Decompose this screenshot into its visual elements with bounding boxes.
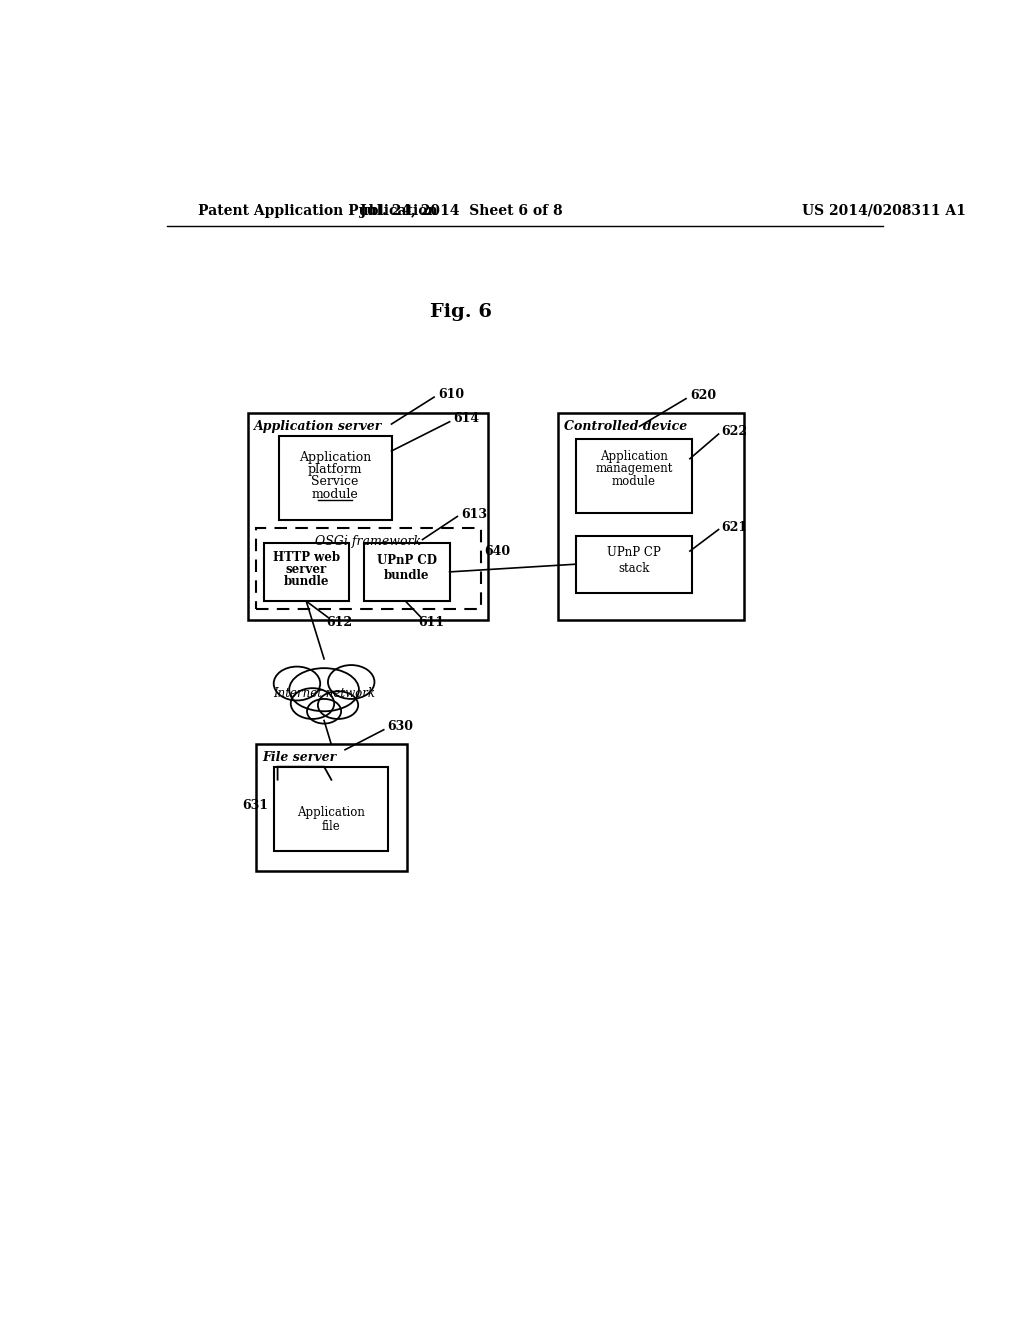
Bar [575,536,692,594]
Text: Application: Application [299,450,371,463]
Text: management: management [595,462,673,475]
Text: 612: 612 [327,616,352,630]
Text: 630: 630 [387,721,413,733]
Text: file: file [322,820,340,833]
Text: HTTP web: HTTP web [272,550,340,564]
Text: OSGi framework: OSGi framework [315,536,421,548]
Text: 613: 613 [461,508,487,520]
Text: platform: platform [307,463,362,477]
Text: Fig. 6: Fig. 6 [430,304,493,321]
Text: Controlled device: Controlled device [564,420,687,433]
Ellipse shape [273,667,321,701]
Text: 611: 611 [418,616,444,630]
Text: bundle: bundle [284,576,329,589]
Bar [365,544,450,601]
Text: 622: 622 [722,425,748,438]
Text: bundle: bundle [384,569,430,582]
Ellipse shape [291,688,334,719]
Text: module: module [311,488,358,502]
Bar [575,440,692,512]
Text: Application: Application [600,450,668,463]
Bar [263,544,349,601]
Bar [558,413,744,620]
Text: Application: Application [297,807,365,820]
Text: 610: 610 [438,388,464,400]
Ellipse shape [289,668,359,711]
Text: stack: stack [618,561,650,574]
Ellipse shape [307,700,341,723]
Text: Application server: Application server [254,420,383,433]
Text: UPnP CD: UPnP CD [377,554,437,566]
Bar [256,743,407,871]
Text: 621: 621 [722,520,748,533]
Text: 620: 620 [690,389,716,403]
Text: Patent Application Publication: Patent Application Publication [198,203,437,218]
Bar [280,436,391,520]
Ellipse shape [328,665,375,700]
Bar [248,413,488,620]
Text: UPnP CP: UPnP CP [607,546,660,560]
Bar [256,528,480,609]
Text: Service: Service [311,475,358,488]
Text: Jul. 24, 2014  Sheet 6 of 8: Jul. 24, 2014 Sheet 6 of 8 [360,203,562,218]
Text: File server: File server [262,751,336,764]
Text: US 2014/0208311 A1: US 2014/0208311 A1 [802,203,966,218]
Text: module: module [612,474,656,487]
Text: Internet network: Internet network [273,686,375,700]
Bar [273,767,388,851]
Text: server: server [286,564,327,576]
Text: 614: 614 [454,412,479,425]
Text: 640: 640 [484,545,511,557]
Text: 631: 631 [243,799,268,812]
Ellipse shape [317,692,358,719]
